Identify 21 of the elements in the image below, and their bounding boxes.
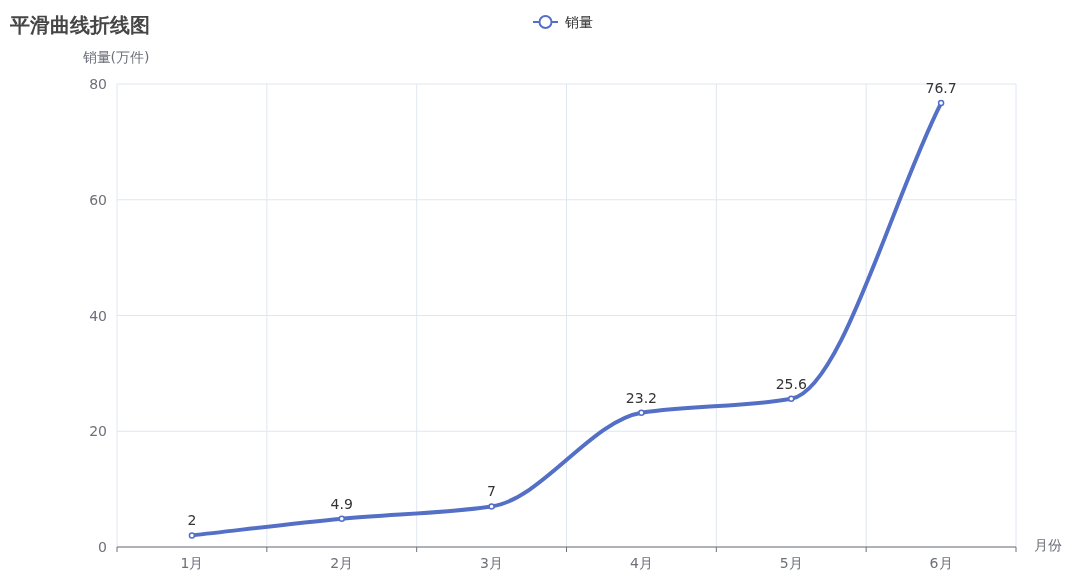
data-label: 4.9 [330, 495, 353, 512]
y-tick-label: 20 [89, 423, 107, 440]
x-tick-label: 6月 [929, 555, 953, 571]
x-tick-label: 2月 [330, 555, 354, 571]
x-axis-title: 月份 [1034, 537, 1062, 553]
data-label: 2 [187, 512, 197, 529]
data-label: 7 [487, 483, 497, 500]
data-label: 25.6 [775, 375, 807, 392]
y-tick-label: 0 [98, 539, 107, 555]
chart-title: 平滑曲线折线图 [9, 13, 150, 37]
data-label: 23.2 [625, 389, 657, 406]
y-axis-title: 销量(万件) [81, 49, 150, 65]
y-tick-label: 80 [89, 76, 107, 92]
y-tick-label: 60 [89, 191, 107, 208]
x-tick-label: 5月 [779, 555, 803, 571]
x-tick-label: 1月 [180, 555, 204, 571]
x-tick-label: 3月 [480, 555, 504, 571]
x-tick-label: 4月 [629, 555, 653, 571]
y-tick-label: 40 [89, 307, 107, 324]
legend-label: 销量 [564, 14, 593, 30]
data-label: 76.7 [925, 80, 957, 97]
